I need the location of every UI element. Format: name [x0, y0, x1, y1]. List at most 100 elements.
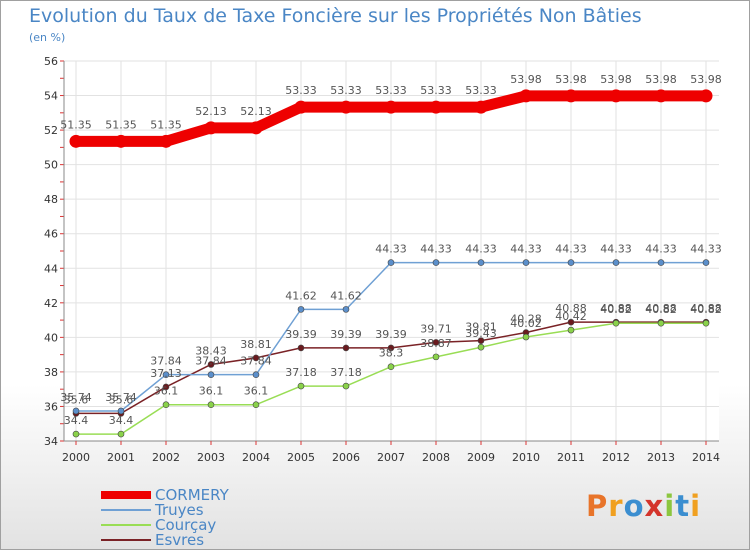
data-point	[522, 259, 530, 266]
data-point	[567, 326, 575, 334]
data-label: 51.35	[105, 118, 137, 131]
data-label: 44.33	[600, 243, 632, 256]
legend-item-truyes: Truyes	[101, 501, 204, 519]
logo-letter: t	[675, 489, 691, 523]
data-label: 39.39	[375, 328, 407, 341]
data-label: 36.1	[154, 385, 179, 398]
data-label: 53.33	[375, 84, 407, 97]
data-label: 39.43	[465, 327, 497, 340]
data-point	[432, 353, 440, 361]
y-tick-label: 42	[44, 297, 58, 310]
logo-letter: x	[644, 489, 665, 523]
data-point	[609, 89, 623, 103]
data-point	[567, 259, 575, 266]
data-point	[384, 100, 398, 114]
y-unit-label: (en %)	[29, 31, 66, 44]
data-label: 36.1	[244, 385, 269, 398]
data-point	[612, 259, 620, 266]
data-point	[204, 121, 218, 135]
data-label: 38.81	[240, 338, 272, 351]
data-label: 37.84	[240, 355, 272, 368]
x-tick-label: 2001	[107, 451, 135, 464]
data-point	[207, 401, 215, 409]
data-label: 37.18	[285, 366, 317, 379]
data-label: 52.13	[195, 105, 227, 118]
proxiti-logo: Proxiti	[586, 489, 701, 523]
data-point	[387, 363, 395, 371]
data-label: 40.02	[510, 317, 542, 330]
data-label: 39.39	[285, 328, 317, 341]
data-label: 53.98	[600, 73, 632, 86]
data-label: 53.98	[645, 73, 677, 86]
chart-title: Evolution du Taux de Taxe Foncière sur l…	[29, 5, 642, 27]
legend-label-esvres: Esvres	[155, 531, 205, 549]
data-point	[654, 89, 668, 103]
data-label: 44.33	[555, 243, 587, 256]
x-tick-label: 2003	[197, 451, 225, 464]
data-point	[699, 89, 713, 103]
data-point	[69, 134, 83, 148]
data-label: 44.33	[510, 243, 542, 256]
data-label: 34.4	[64, 414, 89, 427]
data-point	[342, 306, 350, 313]
data-point	[387, 259, 395, 266]
data-point	[477, 343, 485, 351]
data-point	[477, 259, 485, 266]
logo-letter: o	[623, 489, 645, 523]
logo-letter: r	[608, 489, 624, 523]
data-point	[249, 121, 263, 135]
data-point	[162, 383, 170, 391]
legend-item-courcay: Courçay	[101, 516, 217, 534]
x-tick-label: 2014	[692, 451, 720, 464]
x-tick-label: 2012	[602, 451, 630, 464]
y-tick-label: 54	[44, 90, 58, 103]
data-point	[72, 430, 80, 438]
data-point	[474, 100, 488, 114]
data-label: 40.82	[645, 303, 677, 316]
data-label: 44.33	[645, 243, 677, 256]
data-point	[252, 401, 260, 409]
data-point	[342, 344, 350, 352]
data-label: 41.62	[285, 289, 317, 302]
x-tick-label: 2006	[332, 451, 360, 464]
legend-swatch-esvres	[101, 539, 151, 541]
data-point	[114, 134, 128, 148]
y-tick-label: 44	[44, 262, 58, 275]
data-label: 35.74	[60, 391, 92, 404]
x-tick-label: 2007	[377, 451, 405, 464]
data-label: 40.88	[600, 302, 632, 315]
legend-label-cormery: CORMERY	[155, 486, 229, 504]
data-label: 40.42	[555, 310, 587, 323]
data-label: 37.13	[150, 367, 182, 380]
data-label: 34.4	[109, 414, 134, 427]
data-point	[702, 259, 710, 266]
data-point	[294, 100, 308, 114]
data-point	[522, 333, 530, 341]
data-label: 51.35	[60, 118, 92, 131]
y-tick-label: 34	[44, 435, 58, 448]
logo-letter: P	[586, 489, 609, 523]
x-tick-label: 2013	[647, 451, 675, 464]
data-point	[387, 344, 395, 352]
y-tick-label: 40	[44, 331, 58, 344]
data-label: 38.87	[420, 337, 452, 350]
data-label: 39.81	[465, 321, 497, 334]
data-point	[297, 344, 305, 352]
data-point	[159, 134, 173, 148]
data-point	[342, 382, 350, 390]
data-label: 37.84	[150, 355, 182, 368]
x-tick-label: 2008	[422, 451, 450, 464]
x-tick-label: 2011	[557, 451, 585, 464]
data-label: 53.33	[330, 84, 362, 97]
data-label: 53.98	[555, 73, 587, 86]
data-point	[207, 361, 215, 368]
data-point	[297, 382, 305, 390]
data-label: 38.3	[379, 347, 404, 360]
data-point	[162, 401, 170, 409]
data-label: 53.33	[285, 84, 317, 97]
data-label: 44.33	[375, 243, 407, 256]
data-point	[657, 259, 665, 266]
legend-label-courcay: Courçay	[155, 516, 217, 534]
x-tick-label: 2000	[62, 451, 90, 464]
